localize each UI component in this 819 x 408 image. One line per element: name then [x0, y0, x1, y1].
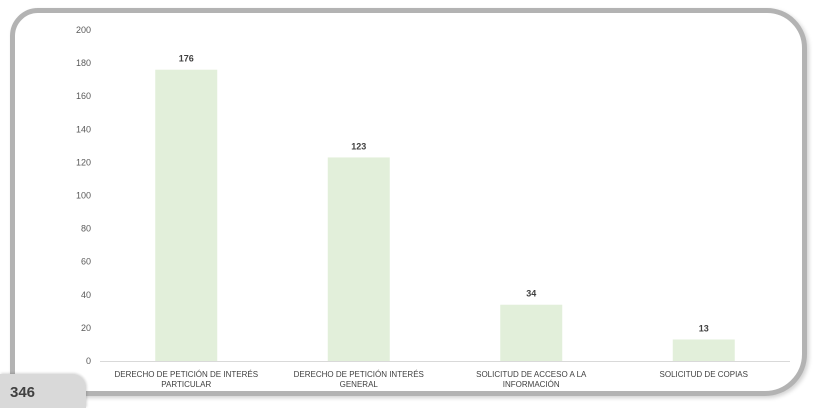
- data-label: 176: [179, 54, 194, 64]
- bar: [327, 157, 390, 361]
- data-label: 13: [699, 323, 709, 333]
- y-tick-label: 60: [81, 257, 91, 267]
- y-tick-label: 140: [76, 124, 91, 134]
- chart-frame: [10, 8, 807, 396]
- bar: [500, 304, 563, 361]
- y-tick-label: 100: [76, 191, 91, 201]
- bar: [672, 339, 735, 361]
- category-label: DERECHO DE PETICIÓN INTERÉS GENERAL: [294, 370, 424, 389]
- y-tick-label: 80: [81, 224, 91, 234]
- y-tick-label: 20: [81, 323, 91, 333]
- y-tick-label: 40: [81, 290, 91, 300]
- y-tick-label: 200: [76, 25, 91, 35]
- data-label: 34: [526, 289, 536, 299]
- bar: [155, 69, 218, 361]
- category-label: SOLICITUD DE ACCESO A LA INFORMACIÓN: [476, 370, 587, 389]
- category-label: DERECHO DE PETICIÓN DE INTERÉS PARTICULAR: [114, 370, 258, 389]
- y-tick-label: 120: [76, 157, 91, 167]
- y-tick-label: 180: [76, 58, 91, 68]
- total-tab: 346: [0, 374, 86, 408]
- y-tick-label: 160: [76, 91, 91, 101]
- y-tick-label: 0: [86, 356, 91, 366]
- data-label: 123: [351, 141, 366, 151]
- category-label: SOLICITUD DE COPIAS: [660, 370, 748, 379]
- total-value: 346: [10, 384, 36, 401]
